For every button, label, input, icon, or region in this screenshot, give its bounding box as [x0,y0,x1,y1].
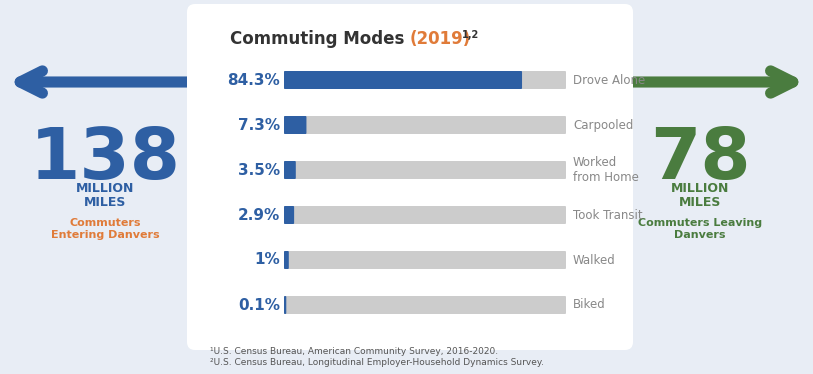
Text: (2019): (2019) [410,30,472,48]
Text: 7.3%: 7.3% [238,117,280,132]
FancyBboxPatch shape [284,116,566,134]
Text: Took Transit: Took Transit [573,208,642,221]
Text: MILES: MILES [679,196,721,209]
Text: 84.3%: 84.3% [228,73,280,88]
Text: MILLION: MILLION [76,182,134,195]
Text: Commuting Modes: Commuting Modes [230,30,410,48]
FancyBboxPatch shape [284,206,566,224]
FancyBboxPatch shape [284,161,296,179]
FancyBboxPatch shape [187,4,633,350]
FancyBboxPatch shape [284,161,566,179]
Text: 138: 138 [29,125,180,194]
Text: MILES: MILES [84,196,126,209]
Text: Walked: Walked [573,254,615,267]
Text: Commuters Leaving
Danvers: Commuters Leaving Danvers [638,218,762,240]
Text: 1,2: 1,2 [462,30,479,40]
FancyBboxPatch shape [284,116,307,134]
Text: ¹U.S. Census Bureau, American Community Survey, 2016-2020.: ¹U.S. Census Bureau, American Community … [210,347,498,356]
Text: ²U.S. Census Bureau, Longitudinal Employer-Household Dynamics Survey.: ²U.S. Census Bureau, Longitudinal Employ… [210,358,544,367]
Text: 0.1%: 0.1% [238,297,280,313]
FancyBboxPatch shape [284,296,286,314]
Text: Commuters
Entering Danvers: Commuters Entering Danvers [50,218,159,240]
FancyBboxPatch shape [284,206,294,224]
FancyBboxPatch shape [284,251,566,269]
FancyBboxPatch shape [284,71,566,89]
Text: Carpooled: Carpooled [573,119,633,132]
Text: Biked: Biked [573,298,606,312]
FancyBboxPatch shape [284,251,289,269]
Text: 3.5%: 3.5% [238,162,280,178]
Text: 78: 78 [650,125,750,194]
FancyBboxPatch shape [284,296,566,314]
Text: 2.9%: 2.9% [237,208,280,223]
Text: Worked
from Home: Worked from Home [573,156,639,184]
Text: 1%: 1% [254,252,280,267]
Text: Drove Alone: Drove Alone [573,74,646,86]
Text: MILLION: MILLION [671,182,729,195]
FancyBboxPatch shape [284,71,522,89]
